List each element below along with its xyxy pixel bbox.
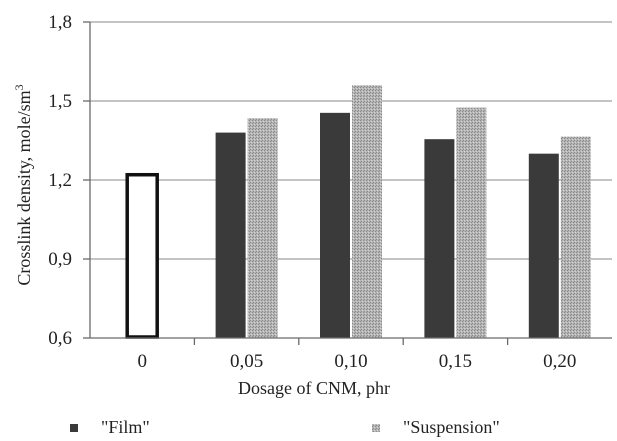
legend: "Film" "Suspension" — [70, 417, 500, 437]
bar-suspension — [247, 118, 278, 338]
bar-film — [424, 139, 455, 338]
bar-control — [125, 172, 159, 339]
bar-suspension — [560, 136, 591, 338]
y-tick-label: 1,8 — [48, 12, 72, 33]
legend-label: "Suspension" — [403, 417, 500, 437]
x-tick-label: 0,10 — [334, 351, 367, 372]
y-tick-labels: 0,6 0,9 1,2 1,5 1,8 — [48, 12, 72, 349]
legend-swatch — [372, 424, 380, 432]
y-axis-title-superscript: 3 — [12, 84, 26, 90]
bar-suspension — [352, 85, 382, 338]
y-axis-title-group: Crosslink density, mole/sm3 — [12, 84, 34, 285]
axes — [83, 21, 612, 345]
y-tick-label: 0,9 — [48, 249, 72, 270]
legend-swatch — [70, 424, 78, 432]
legend-label: "Film" — [101, 417, 150, 437]
x-tick-labels: 0 0,05 0,10 0,15 0,20 — [137, 351, 576, 372]
bars — [125, 85, 591, 339]
bar-film — [528, 153, 559, 338]
x-tick-label: 0,20 — [543, 351, 576, 372]
y-tick-label: 1,2 — [48, 170, 72, 191]
bar-film — [215, 132, 246, 338]
x-axis-title: Dosage of CNM, phr — [238, 378, 390, 398]
bar-suspension — [456, 107, 487, 338]
x-tick-label: 0,15 — [439, 351, 472, 372]
gridlines — [90, 21, 612, 260]
y-tick-label: 1,5 — [48, 91, 72, 112]
y-axis-title-text: Crosslink density, mole/sm — [14, 90, 34, 285]
y-tick-label: 0,6 — [48, 328, 72, 349]
x-tick-label: 0,05 — [230, 351, 263, 372]
x-tick-label: 0 — [137, 351, 147, 372]
bar-film — [320, 112, 350, 338]
y-axis-title: Crosslink density, mole/sm3 — [12, 84, 34, 285]
